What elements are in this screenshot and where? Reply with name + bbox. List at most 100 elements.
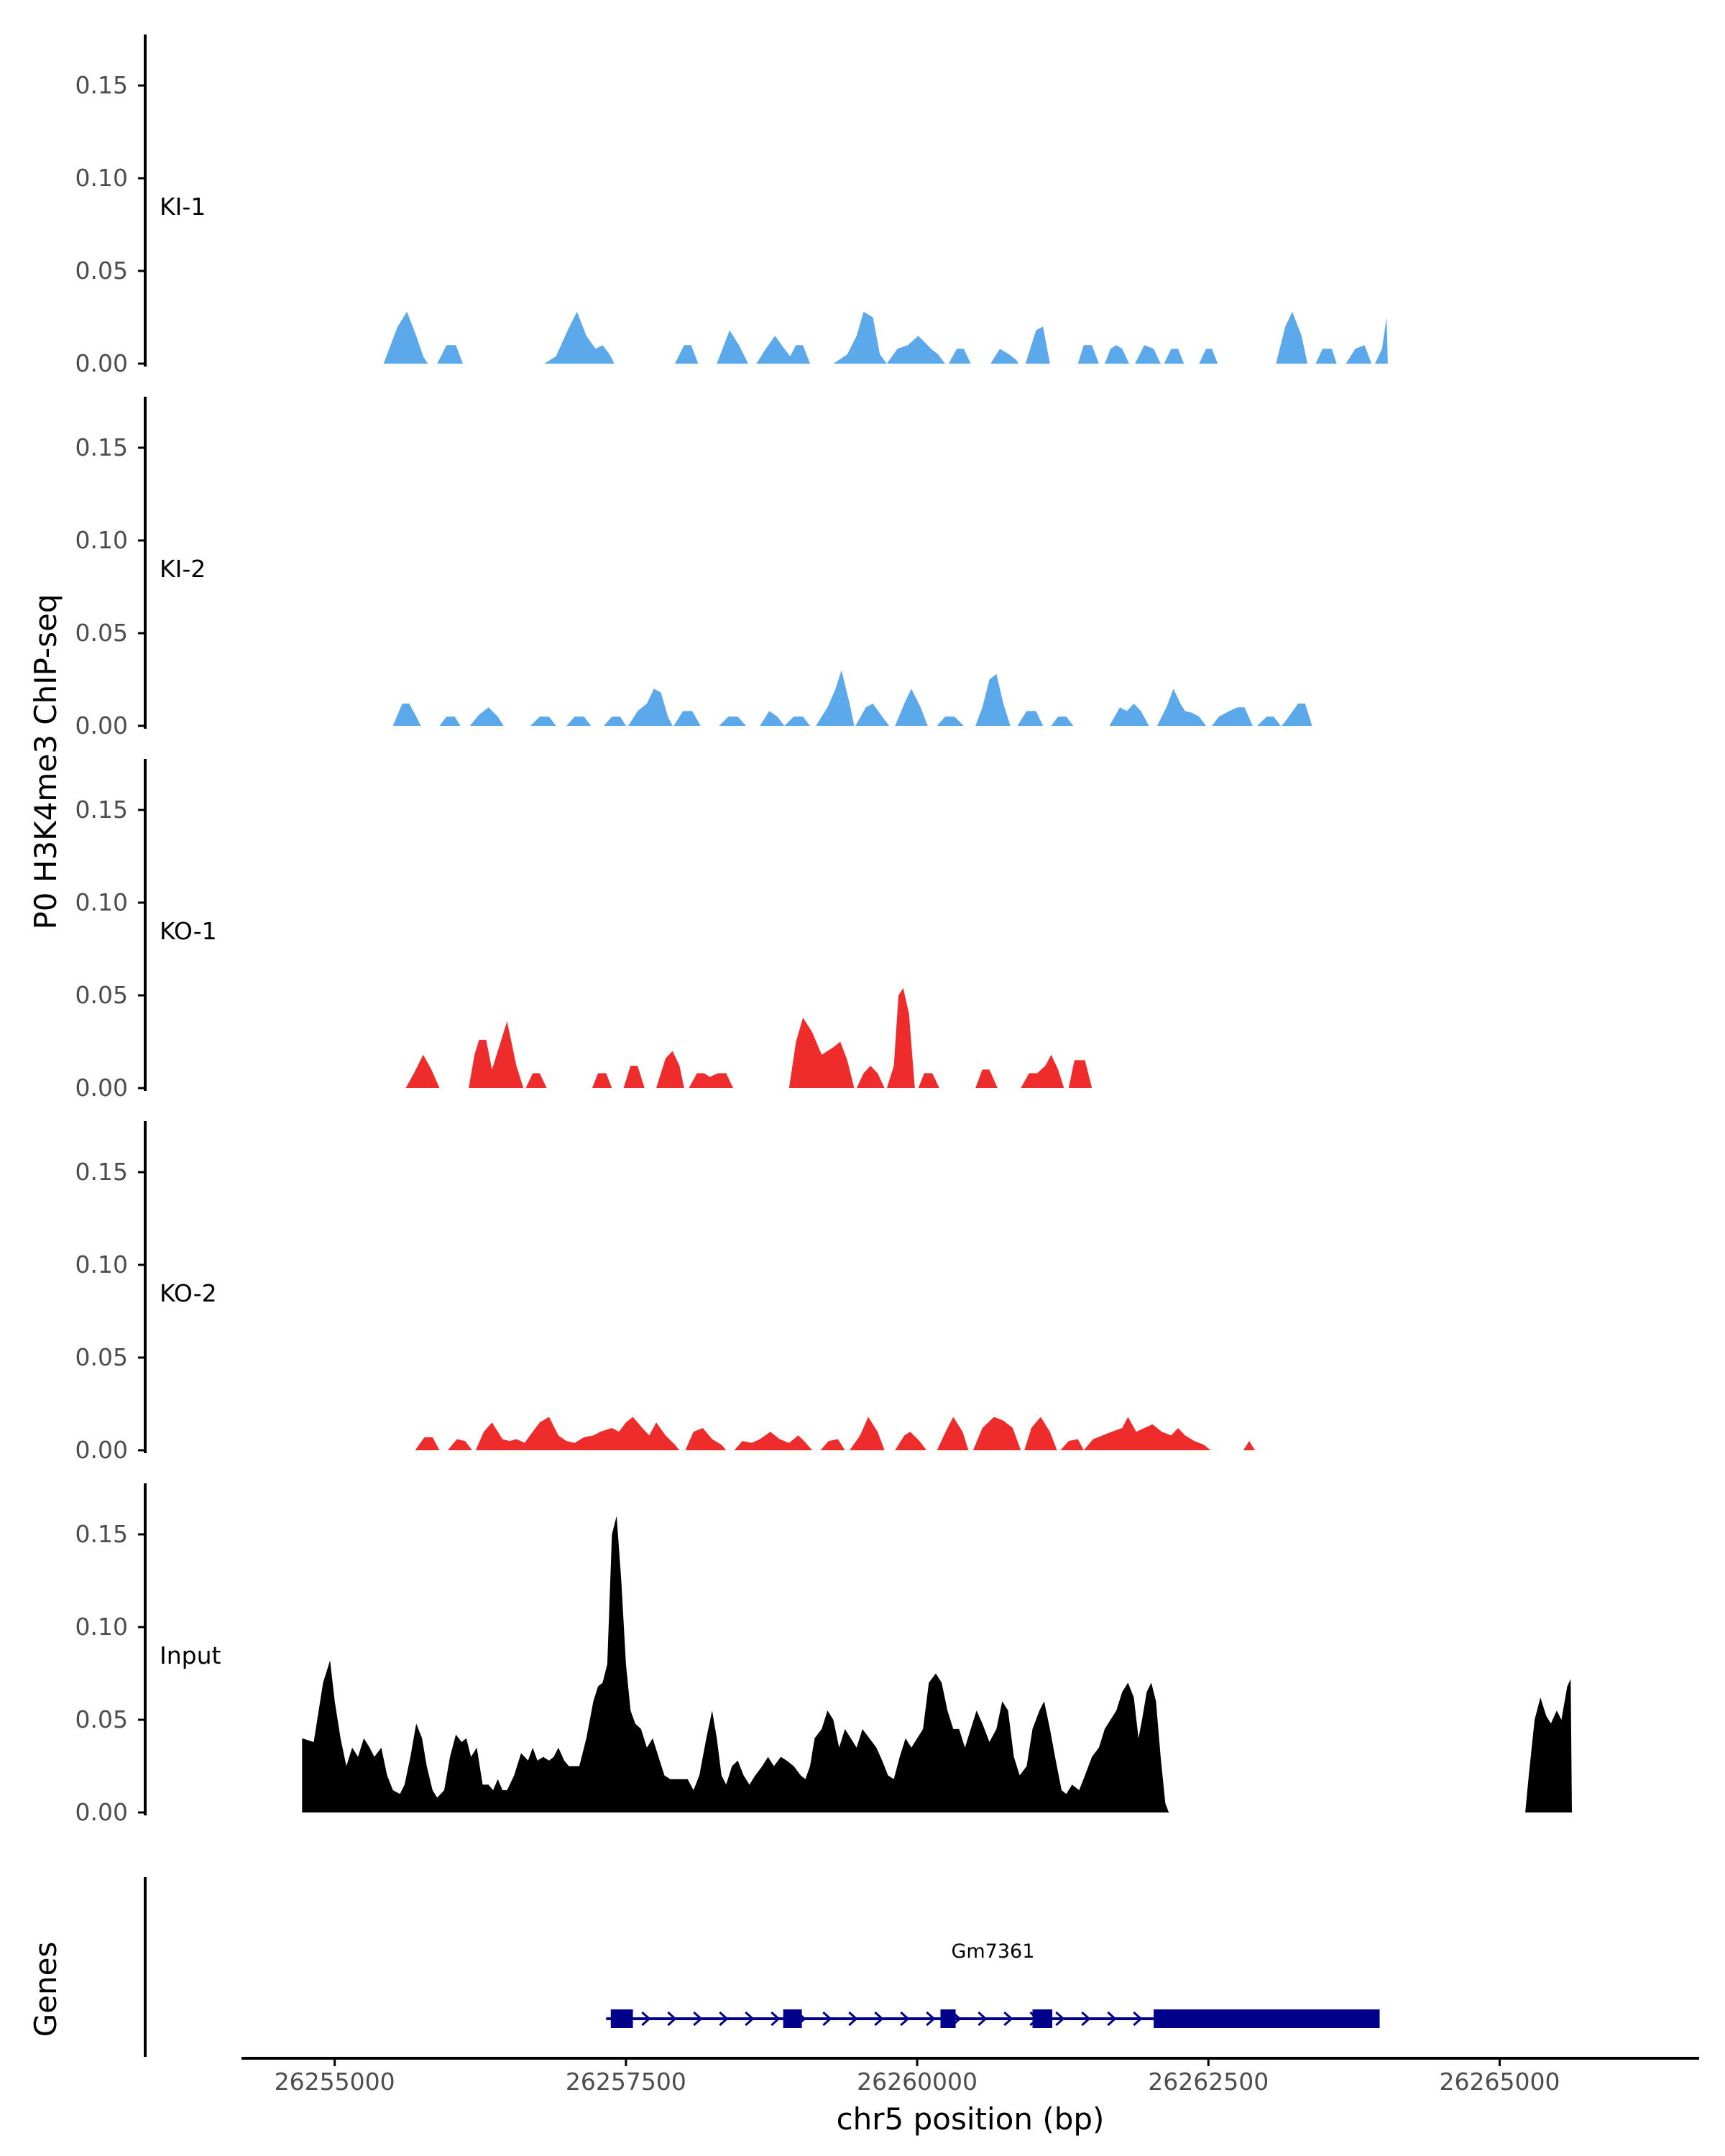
signal-peak <box>1021 1054 1064 1088</box>
signal-peak <box>1257 717 1281 726</box>
signal-peak <box>689 1073 733 1088</box>
signal-peak <box>972 1416 1021 1450</box>
strand-arrow-icon <box>745 2011 755 2027</box>
gene-exon <box>1154 2009 1380 2028</box>
strand-arrow-icon <box>926 2011 936 2027</box>
signal-peak <box>1282 704 1312 726</box>
y-axis-title: P0 H3K4me3 ChIP-seq <box>28 594 63 929</box>
signal-peak <box>918 1073 939 1088</box>
x-axis: 26255000 26257500 26260000 26262500 26265000 <box>242 2057 1699 2096</box>
signal-peak <box>895 1432 926 1450</box>
signal-peak <box>469 1021 524 1088</box>
y-tick-label: 0.10 <box>75 1613 128 1641</box>
signal-peak <box>674 345 699 364</box>
strand-arrow-icon <box>770 2011 781 2027</box>
signal-peak <box>1315 349 1337 364</box>
x-tick-label: 26262500 <box>1148 2068 1269 2096</box>
signal-peak <box>447 1439 472 1450</box>
x-axis-title: chr5 position (bp) <box>837 2101 1105 2137</box>
genes-axis-title: Genes <box>28 1942 63 2037</box>
signal-peak <box>784 717 810 726</box>
signal-peak <box>544 311 615 364</box>
signal-peak <box>1024 1416 1057 1450</box>
signal-peak <box>820 1439 845 1450</box>
signal-peak <box>850 1416 885 1450</box>
track-label: KI-2 <box>160 555 206 583</box>
y-tick-label: 0.15 <box>75 433 128 461</box>
signal-peak <box>469 707 504 726</box>
signal-peak <box>623 1066 645 1088</box>
signal-peak <box>392 704 421 726</box>
strand-arrow-icon <box>822 2011 832 2027</box>
y-tick-label: 0.15 <box>75 1158 128 1186</box>
signal-peak <box>1212 707 1253 726</box>
signal-peak <box>734 1432 813 1450</box>
signal-peak <box>937 717 964 726</box>
signal-peak <box>405 1054 440 1088</box>
signal-peak <box>302 1516 1169 1812</box>
strand-arrow-icon <box>667 2011 677 2027</box>
strand-arrow-icon <box>1055 2011 1065 2027</box>
y-tick-label: 0.00 <box>75 1798 128 1826</box>
signal-peak <box>673 711 701 726</box>
strand-arrow-icon <box>641 2011 651 2027</box>
signal-peak <box>788 1018 855 1088</box>
signal-peak <box>383 311 428 364</box>
strand-arrow-icon <box>719 2011 729 2027</box>
y-tick-label: 0.05 <box>75 1705 128 1733</box>
signal-peak <box>1135 345 1161 364</box>
signal-peak <box>1068 1060 1092 1088</box>
signal-peak <box>1109 704 1149 726</box>
y-tick-label: 0.05 <box>75 1343 128 1371</box>
strand-arrow-icon <box>848 2011 858 2027</box>
signal-peak <box>437 345 463 364</box>
signal-peak <box>886 987 915 1088</box>
signal-peak <box>895 688 928 726</box>
y-tick-label: 0.00 <box>75 1074 128 1102</box>
signal-peak <box>1276 311 1307 364</box>
signal-tracks: 0.00 0.05 0.10 0.15 KI-1 0.00 0.05 0.10 0.15 KI-2… <box>75 34 1572 1826</box>
track-ki-2: 0.00 0.05 0.10 0.15 KI-2 <box>75 397 1312 740</box>
signal-peak <box>1243 1441 1256 1450</box>
strand-arrow-icon <box>874 2011 884 2027</box>
strand-arrow-icon <box>978 2011 988 2027</box>
signal-peak <box>1199 349 1218 364</box>
gene-exon <box>1032 2009 1053 2028</box>
y-tick-label: 0.00 <box>75 1436 128 1464</box>
x-tick-label: 26260000 <box>857 2068 978 2096</box>
signal-peak <box>1375 317 1388 364</box>
y-tick-label: 0.10 <box>75 164 128 192</box>
signal-peak <box>855 704 890 726</box>
gene-name-label: Gm7361 <box>951 1940 1034 1963</box>
gene-exon <box>940 2009 956 2028</box>
y-tick-label: 0.00 <box>75 349 128 377</box>
track-label: KO-1 <box>160 917 217 945</box>
y-tick-label: 0.05 <box>75 619 128 647</box>
signal-peak <box>1346 345 1372 364</box>
y-tick-label: 0.10 <box>75 1250 128 1279</box>
y-tick-label: 0.00 <box>75 711 128 740</box>
track-label: KO-2 <box>160 1279 217 1307</box>
x-tick-label: 26255000 <box>275 2068 395 2096</box>
track-input: 0.00 0.05 0.10 0.15 Input <box>75 1483 1572 1826</box>
y-tick-label: 0.15 <box>75 796 128 824</box>
y-tick-label: 0.15 <box>75 1520 128 1548</box>
signal-peak <box>833 311 887 364</box>
signal-peak <box>685 1428 727 1450</box>
x-tick-label: 26257500 <box>566 2068 686 2096</box>
track-ko-1: 0.00 0.05 0.10 0.15 KO-1 <box>75 759 1092 1102</box>
signal-peak <box>1060 1439 1084 1450</box>
signal-peak <box>1083 1416 1211 1450</box>
signal-peak <box>719 717 746 726</box>
strand-arrow-icon <box>693 2011 703 2027</box>
signal-peak <box>948 349 971 364</box>
signal-peak <box>1051 717 1074 726</box>
signal-peak <box>566 717 592 726</box>
y-tick-label: 0.05 <box>75 257 128 285</box>
signal-peak <box>816 670 855 726</box>
signal-peak <box>717 330 748 364</box>
strand-arrow-icon <box>1107 2011 1117 2027</box>
signal-peak <box>475 1416 680 1450</box>
signal-peak <box>1525 1679 1572 1812</box>
genes-panel: Gm7361 <box>144 1877 1380 2057</box>
